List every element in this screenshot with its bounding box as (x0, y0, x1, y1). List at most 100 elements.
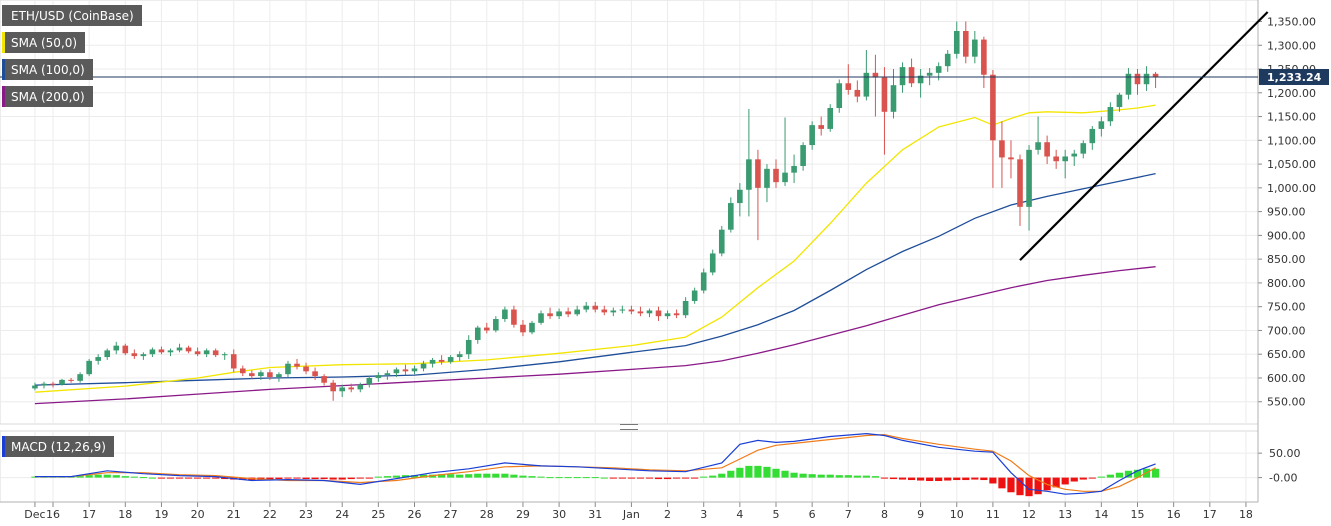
macd-hist-bar-negative (989, 477, 997, 484)
bullish-candle (619, 305, 626, 314)
sma100-legend[interactable]: SMA (100,0) (2, 59, 93, 80)
candle-body (384, 373, 391, 376)
pane-resize-handle[interactable] (620, 424, 638, 430)
bullish-candle (411, 365, 418, 375)
candle-body (529, 322, 535, 333)
macd-hist-bar-positive (465, 474, 473, 478)
macd-hist-bar-negative (284, 477, 292, 479)
macd-hist-bar-negative (1088, 477, 1096, 479)
y-tick-label: 800.00 (1267, 277, 1306, 290)
sma200-legend[interactable]: SMA (200,0) (2, 86, 93, 107)
macd-hist-bar-positive (844, 475, 852, 478)
x-tick-label: 15 (1131, 508, 1145, 521)
candle-body (167, 350, 174, 353)
candle-body (1017, 159, 1023, 207)
macd-hist-bar-positive (401, 475, 410, 478)
bullish-candle (366, 376, 373, 388)
bearish-candle (68, 377, 74, 383)
bearish-candle (755, 149, 761, 241)
bearish-candle (673, 309, 680, 319)
candle-body (981, 39, 987, 75)
symbol-legend[interactable]: ETH/USD (CoinBase) (2, 5, 142, 26)
candle-body (104, 350, 111, 358)
candle-body (809, 125, 815, 146)
y-tick-label: 1,050.00 (1267, 158, 1316, 171)
x-tick-label: 3 (700, 508, 707, 521)
candle-body (95, 357, 101, 361)
x-tick-label: 8 (881, 508, 888, 521)
macd-hist-bar-negative (311, 477, 319, 480)
candle-body (628, 309, 635, 312)
candle-body (1152, 73, 1159, 77)
bullish-candle (456, 351, 463, 361)
macd-hist-bar-positive (808, 474, 816, 478)
y-tick-label: 1,300.00 (1267, 39, 1316, 52)
x-tick-label: 11 (986, 508, 1000, 521)
bullish-candle (1098, 116, 1105, 137)
bullish-candle (953, 21, 960, 59)
bullish-candle (474, 325, 481, 344)
candle-body (158, 349, 165, 353)
bullish-candle (176, 343, 183, 353)
candle-body (746, 159, 752, 190)
macd-hist-bar-positive (374, 476, 382, 478)
candle-body (836, 83, 843, 108)
macd-hist-bar-positive (835, 475, 843, 478)
bullish-candle (782, 117, 788, 186)
bearish-candle (818, 116, 824, 136)
sma200-legend-swatch (2, 86, 5, 107)
bearish-candle (773, 159, 779, 188)
candle-body (872, 72, 879, 78)
candle-body (800, 145, 806, 166)
y-tick-label: 1,150.00 (1267, 111, 1316, 124)
candle-body (348, 387, 355, 390)
y-tick-label: 900.00 (1267, 229, 1306, 242)
candle-body (149, 349, 156, 355)
macd-hist-bar-negative (1079, 477, 1087, 480)
bullish-candle (339, 384, 345, 397)
macd-hist-bar-positive (582, 477, 590, 479)
bullish-candle (538, 310, 544, 325)
candle-body (68, 379, 74, 381)
macd-legend-label: MACD (12,26,9) (11, 439, 106, 454)
macd-pane (0, 430, 1259, 503)
bullish-candle (104, 348, 111, 360)
bullish-candle (1116, 92, 1123, 112)
bearish-candle (637, 306, 644, 317)
macd-hist-bar-positive (383, 476, 391, 478)
sma50-legend[interactable]: SMA (50,0) (2, 32, 86, 53)
macd-hist-bar-negative (609, 477, 617, 479)
candle-body (312, 371, 318, 377)
last-price-label: 1,233.24 (1267, 71, 1322, 84)
macd-hist-bar-negative (365, 477, 373, 479)
macd-hist-bar-positive (573, 477, 581, 479)
candle-body (357, 384, 364, 390)
sma50-legend-label: SMA (50,0) (11, 35, 78, 50)
y-tick-label: 750.00 (1267, 301, 1306, 314)
bullish-candle (113, 341, 120, 355)
macd-hist-bar-positive (1097, 476, 1105, 478)
bullish-candle (800, 142, 806, 171)
sma200-legend-label: SMA (200,0) (11, 89, 85, 104)
bearish-candle (854, 80, 861, 103)
trendline (1019, 11, 1269, 261)
sma50-legend-swatch (2, 32, 5, 53)
macd-legend[interactable]: MACD (12,26,9) (2, 436, 114, 457)
macd-hist-bar-positive (112, 475, 120, 478)
bullish-candle (791, 154, 797, 184)
candle-body (484, 327, 490, 331)
candle-body (511, 309, 517, 325)
bullish-candle (1035, 116, 1041, 155)
macd-hist-bar-negative (663, 477, 672, 480)
candle-body (1116, 94, 1123, 108)
candle-body (944, 53, 951, 67)
candle-body (493, 319, 499, 331)
macd-hist-bar-positive (781, 470, 789, 478)
x-tick-label: 31 (588, 508, 602, 521)
x-tick-label: 2 (664, 508, 671, 521)
candle-body (673, 313, 680, 316)
bullish-candle (41, 381, 47, 389)
candle-body (239, 368, 246, 374)
macd-hist-bar-positive (871, 476, 880, 478)
